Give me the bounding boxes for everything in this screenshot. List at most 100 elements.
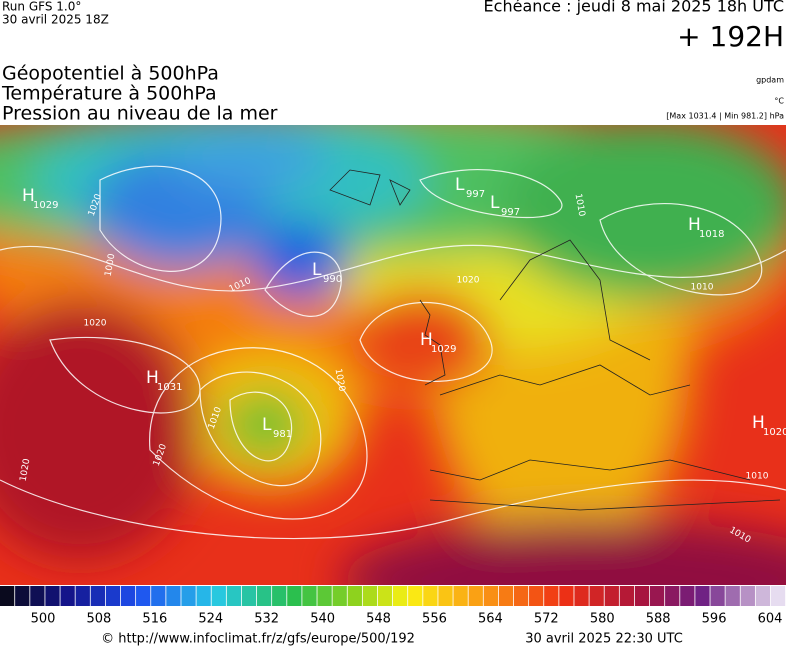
center-value: 981: [273, 429, 292, 440]
center-value: 1029: [431, 344, 456, 355]
center-kind: L: [312, 260, 322, 280]
colorbar-swatch: [181, 586, 196, 606]
center-kind: L: [490, 193, 500, 213]
title: Température à 500hPa: [1, 83, 217, 105]
unit: gpdam: [756, 76, 784, 85]
colorbar-swatch: [332, 586, 347, 606]
colorbar-tick-label: 588: [646, 612, 671, 627]
colorbar-tick-label: 564: [478, 612, 503, 627]
center-kind: H: [146, 368, 159, 388]
colorbar-tick-label: 572: [534, 612, 559, 627]
colorbar-swatch: [90, 586, 106, 606]
isobar-label: 1010: [573, 193, 587, 218]
colorbar-swatch: [60, 586, 75, 606]
colorbar-swatch: [347, 586, 362, 606]
colorbar-tick-label: 556: [422, 612, 447, 627]
center-kind: L: [455, 175, 465, 195]
colorbar-swatch: [438, 586, 453, 606]
colorbar-swatch: [468, 586, 483, 606]
isobar-label: 1010: [691, 283, 714, 293]
colorbar-swatch: [166, 586, 181, 606]
title: Pression au niveau de la mer: [2, 103, 278, 125]
isobar-label: 1020: [84, 319, 107, 329]
colorbar-swatch: [710, 586, 725, 606]
colorbar-tick-label: 532: [254, 612, 279, 627]
colorbar-swatch: [544, 586, 559, 606]
colorbar-swatch: [272, 586, 287, 606]
colorbar-swatch: [211, 586, 226, 606]
colorbar-swatch: [604, 586, 619, 606]
center-kind: H: [22, 186, 35, 206]
colorbar-swatch: [634, 586, 650, 606]
title: Géopotentiel à 500hPa: [2, 63, 219, 85]
colorbar-swatch: [755, 586, 771, 606]
center-value: 997: [501, 207, 520, 218]
colorbar-swatch: [453, 586, 468, 606]
colorbar-swatch: [45, 586, 60, 606]
source: © http://www.infoclimat.fr/z/gfs/europe/…: [101, 632, 415, 647]
forecast: Echéance : jeudi 8 mai 2025 18h UTC: [484, 0, 784, 16]
center-value: 1031: [157, 382, 182, 393]
colorbar-swatch: [362, 586, 378, 606]
colorbar-swatch: [770, 586, 786, 606]
colorbar-tick-label: 540: [310, 612, 335, 627]
colorbar-swatch: [498, 586, 514, 606]
isobar-label: 1020: [457, 276, 480, 286]
colorbar-swatch: [589, 586, 604, 606]
colorbar-swatch: [196, 586, 211, 606]
colorbar-swatch: [483, 586, 499, 606]
center-kind: H: [752, 413, 765, 433]
colorbar-tick-label: 508: [87, 612, 112, 627]
center-kind: L: [262, 415, 272, 435]
colorbar-swatch: [317, 586, 332, 606]
colorbar-swatch: [529, 586, 544, 606]
colorbar-swatch: [256, 586, 272, 606]
colorbar-swatch: [408, 586, 423, 606]
colorbar: 500 508 516 524 532 540 548 556 564 572 580 588 596 6…: [0, 586, 786, 627]
colorbar-swatch: [226, 586, 242, 606]
colorbar-tick-label: 500: [31, 612, 56, 627]
colorbar-swatch: [0, 586, 15, 606]
isobar-label: 1010: [746, 472, 769, 482]
colorbar-swatch: [665, 586, 680, 606]
center-kind: H: [420, 330, 433, 350]
center-value: 1020: [763, 427, 786, 438]
colorbar-tick-label: 580: [590, 612, 615, 627]
colorbar-swatch: [120, 586, 136, 606]
colorbar-swatch: [725, 586, 740, 606]
colorbar-swatch: [680, 586, 695, 606]
unit: [Max 1031.4 | Min 981.2] hPa: [666, 112, 784, 121]
center-kind: H: [688, 215, 701, 235]
colorbar-swatch: [151, 586, 166, 606]
colorbar-swatch: [740, 586, 755, 606]
run-date: 30 avril 2025 18Z: [2, 13, 109, 27]
run: Run GFS 1.0°: [2, 0, 81, 14]
colorbar-swatch: [377, 586, 393, 606]
colorbar-swatch: [105, 586, 121, 606]
colorbar-tick-label: 524: [198, 612, 223, 627]
colorbar-swatch: [423, 586, 438, 606]
colorbar-swatch: [574, 586, 589, 606]
colorbar-swatch: [30, 586, 45, 606]
issued: 30 avril 2025 22:30 UTC: [525, 632, 683, 647]
colorbar-tick-label: 604: [758, 612, 783, 627]
center-value: 997: [466, 189, 485, 200]
colorbar-swatch: [75, 586, 90, 606]
colorbar-tick-label: 596: [702, 612, 727, 627]
center-value: 1018: [699, 229, 724, 240]
unit: °C: [774, 97, 784, 106]
isobar-label: 1020: [19, 458, 33, 483]
colorbar-swatch: [649, 586, 665, 606]
colorbar-swatch: [302, 586, 317, 606]
colorbar-tick-label: 516: [142, 612, 167, 627]
colorbar-swatch: [695, 586, 710, 606]
colorbar-swatch: [241, 586, 257, 606]
lead-time: + 192H: [677, 20, 784, 53]
center-value: 990: [323, 274, 342, 285]
isobar-label: 1020: [333, 368, 347, 393]
colorbar-swatch: [287, 586, 302, 606]
map: [0, 125, 786, 585]
colorbar-swatch: [393, 586, 408, 606]
colorbar-swatch: [513, 586, 529, 606]
